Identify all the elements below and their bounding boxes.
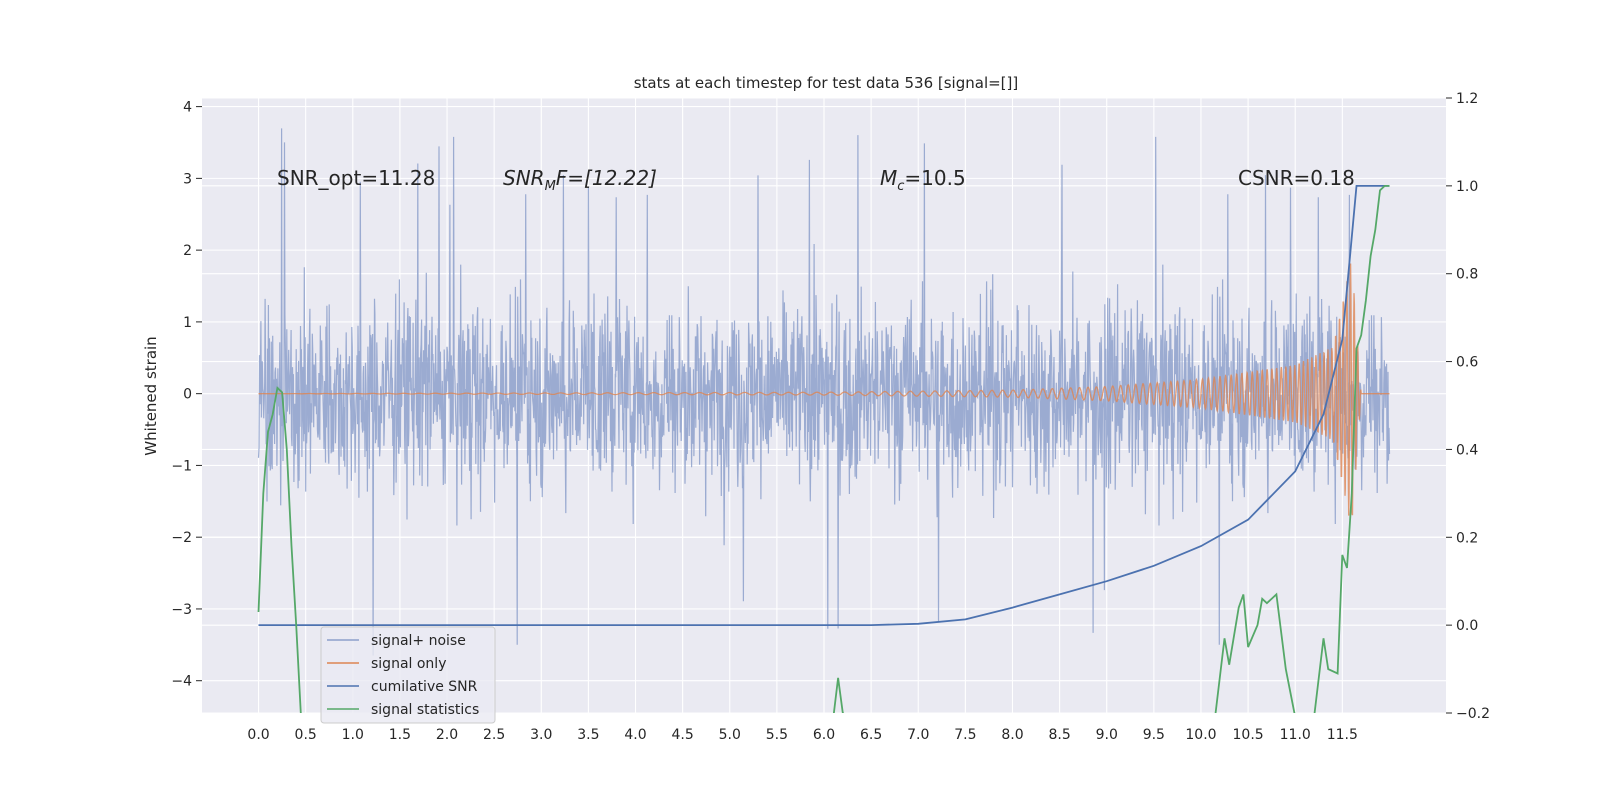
x-tick-label: 4.5	[672, 727, 694, 743]
legend-label-signal-plus-noise: signal+ noise	[371, 633, 466, 649]
legend-entry-signal-plus-noise: signal+ noise	[327, 633, 466, 649]
x-tick-label: 0.0	[247, 727, 269, 743]
annotation-snr-mf: SNRMF=[12.22]	[503, 166, 657, 194]
x-tick-label: 6.5	[860, 727, 882, 743]
x-tick-label: 5.5	[766, 727, 788, 743]
y-tick-label: 1	[183, 315, 192, 331]
x-tick-label: 7.0	[907, 727, 929, 743]
legend-label-signal-only: signal only	[371, 656, 446, 672]
x-tick-label: 3.5	[577, 727, 599, 743]
annotation-mc-base: M	[880, 166, 897, 190]
annotation-snr-mf-f: F=[12.22]	[556, 166, 657, 190]
y-axis-right: 1.2 1.0 0.8 0.6 0.4 0.2 0.0 −0.2	[1446, 91, 1490, 722]
x-tick-label: 10.0	[1185, 727, 1216, 743]
x-tick-label: 10.5	[1233, 727, 1264, 743]
y-tick-label: 2	[183, 243, 192, 259]
line-cumulative-snr	[258, 185, 1390, 626]
x-tick-label: 9.0	[1096, 727, 1118, 743]
chart-title: stats at each timestep for test data 536…	[634, 74, 1019, 92]
y2-tick-label: −0.2	[1456, 706, 1490, 722]
y2-tick-label: 0.4	[1456, 442, 1478, 458]
x-tick-label: 1.0	[342, 727, 364, 743]
y-tick-label: −3	[171, 602, 192, 618]
y2-tick-label: 0.0	[1456, 618, 1478, 634]
y2-tick-label: 0.8	[1456, 267, 1478, 283]
y-tick-label: −4	[171, 674, 192, 690]
y-tick-label: −2	[171, 530, 192, 546]
annotations: SNR_opt=11.28 SNRMF=[12.22] Mc=10.5 CSNR…	[277, 166, 1355, 194]
legend-label-signal-statistics: signal statistics	[371, 702, 479, 718]
line-signal-only	[258, 263, 1390, 516]
x-tick-label: 7.5	[954, 727, 976, 743]
x-tick-label: 11.0	[1280, 727, 1311, 743]
x-tick-label: 3.0	[530, 727, 552, 743]
x-tick-label: 2.5	[483, 727, 505, 743]
x-tick-label: 11.5	[1327, 727, 1358, 743]
legend-box	[320, 626, 496, 724]
series-signal-plus-noise	[257, 128, 1391, 656]
y-tick-label: −1	[171, 458, 192, 474]
legend-label-cumulative-snr: cumilative SNR	[371, 679, 478, 695]
x-tick-label: 8.0	[1001, 727, 1023, 743]
x-tick-label: 6.0	[813, 727, 835, 743]
x-tick-label: 5.0	[719, 727, 741, 743]
legend-entry-cumulative-snr: cumilative SNR	[327, 679, 478, 695]
line-signal-statistics	[257, 185, 1390, 713]
legend-entry-signal-statistics: signal statistics	[327, 702, 479, 718]
y2-tick-label: 0.6	[1456, 355, 1478, 371]
y2-tick-label: 1.2	[1456, 91, 1478, 107]
x-tick-label: 0.5	[295, 727, 317, 743]
annotation-snr-mf-sub: M	[545, 179, 556, 194]
line-signal-plus-noise	[257, 128, 1391, 656]
y-axis-left: 4 3 2 1 0 −1 −2 −3 −4	[171, 100, 202, 690]
y-tick-label: 4	[183, 100, 192, 116]
x-tick-label: 8.5	[1048, 727, 1070, 743]
annotation-snr-opt: SNR_opt=11.28	[277, 166, 435, 190]
x-axis: 0.0 0.5 1.0 1.5 2.0 2.5 3.0 3.5 4.0 4.5 5.0 5.5 6.0 6…	[247, 727, 1358, 743]
annotation-mc-sub: c	[897, 179, 904, 194]
annotation-csnr: CSNR=0.18	[1238, 166, 1355, 190]
x-tick-label: 9.5	[1143, 727, 1165, 743]
annotation-mc: Mc=10.5	[880, 166, 966, 194]
annotation-snr-mf-base: SNR	[503, 166, 545, 190]
y-tick-label: 0	[183, 387, 192, 403]
y2-tick-label: 0.2	[1456, 530, 1478, 546]
legend-entry-signal-only: signal only	[327, 656, 446, 672]
series-signal-only	[258, 263, 1390, 516]
y2-tick-label: 1.0	[1456, 179, 1478, 195]
x-tick-label: 1.5	[389, 727, 411, 743]
annotation-mc-value: =10.5	[904, 166, 965, 190]
y-tick-label: 3	[183, 171, 192, 187]
series-signal-statistics	[257, 185, 1390, 713]
series-cumulative-snr	[258, 185, 1390, 626]
y-axis-label: Whitened strain	[142, 336, 160, 455]
x-tick-label: 4.0	[624, 727, 646, 743]
legend: signal+ noise signal only cumilative SNR…	[320, 626, 496, 724]
x-tick-label: 2.0	[436, 727, 458, 743]
